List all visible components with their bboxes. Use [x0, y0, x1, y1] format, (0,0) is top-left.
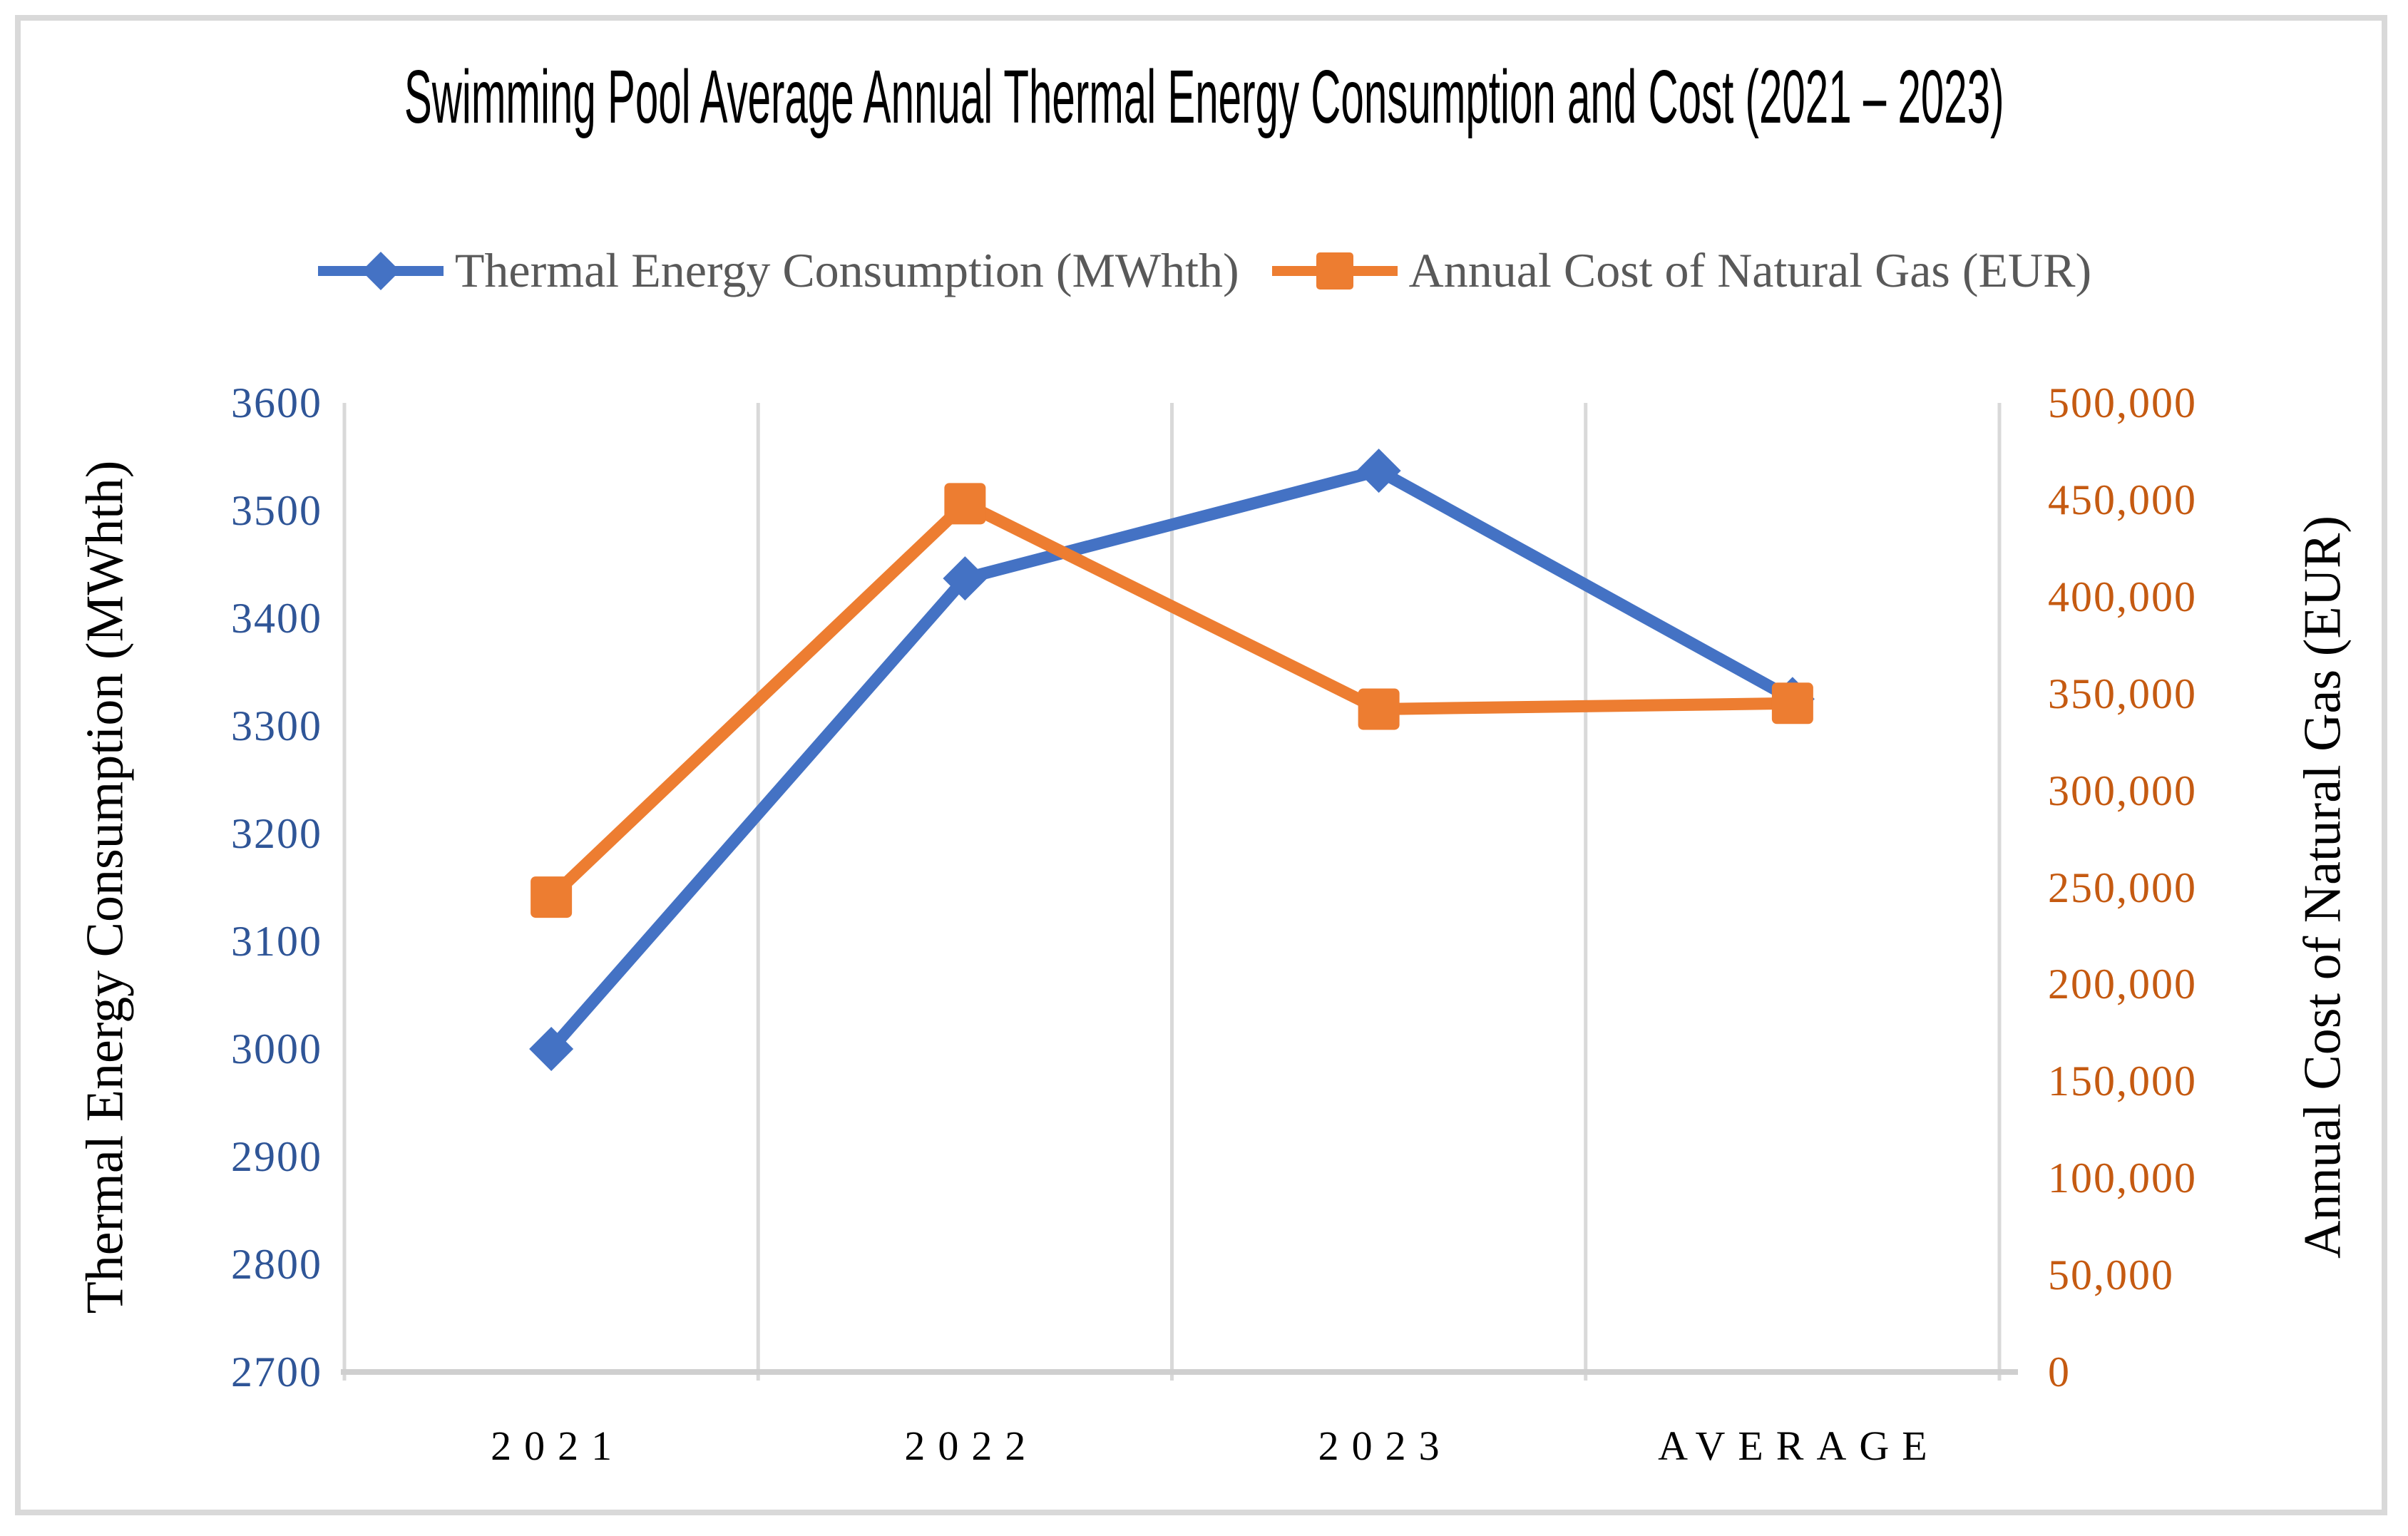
right-axis-tick: 300,000 — [2048, 767, 2197, 814]
legend-label-thermal: Thermal Energy Consumption (MWhth) — [454, 243, 1239, 297]
right-axis-tick: 50,000 — [2048, 1251, 2174, 1299]
data-point-square — [1358, 688, 1400, 730]
x-axis-label-2022: 2022 — [904, 1423, 1039, 1469]
left-axis-tick: 3100 — [231, 918, 322, 965]
right-axis-tick: 200,000 — [2048, 961, 2197, 1008]
legend-square-marker-icon — [1271, 252, 1398, 290]
data-point-diamond — [1356, 449, 1401, 493]
legend-label-cost: Annual Cost of Natural Gas (EUR) — [1408, 243, 2092, 297]
x-axis-label-2023: 2023 — [1318, 1423, 1453, 1469]
right-axis-tick: 100,000 — [2048, 1154, 2197, 1202]
legend: Thermal Energy Consumption (MWhth) Annua… — [0, 242, 2408, 299]
data-point-diamond — [529, 1027, 574, 1071]
right-axis-tick: 350,000 — [2048, 670, 2197, 717]
left-axis-tick: 3400 — [231, 595, 322, 642]
left-axis-tick: 2700 — [231, 1348, 322, 1396]
chart-title: Swimming Pool Average Annual Thermal Ene… — [404, 55, 2004, 139]
left-axis-tick: 3300 — [231, 702, 322, 749]
legend-square-glyph — [1316, 252, 1353, 290]
legend-entry-thermal: Thermal Energy Consumption (MWhth) — [317, 242, 1239, 299]
right-axis-tick: 150,000 — [2048, 1058, 2197, 1105]
legend-diamond-glyph — [361, 251, 400, 290]
data-point-square — [1771, 682, 1813, 725]
x-axis-label-average: AVERAGE — [1658, 1423, 1940, 1469]
right-axis-tick: 400,000 — [2048, 573, 2197, 620]
title-container: Swimming Pool Average Annual Thermal Ene… — [0, 54, 2408, 140]
data-point-square — [944, 483, 986, 525]
series-line-cost — [545, 497, 1799, 903]
left-axis-tick: 3000 — [231, 1025, 322, 1072]
left-axis-tick: 2800 — [231, 1241, 322, 1288]
left-axis-tick: 3200 — [231, 810, 322, 857]
data-point-diamond — [943, 556, 988, 601]
series-line-thermal — [545, 464, 1799, 1055]
x-axis-label-2021: 2021 — [491, 1423, 625, 1469]
right-axis-tick: 0 — [2048, 1348, 2071, 1396]
legend-diamond-marker-icon — [317, 251, 444, 290]
legend-entry-cost: Annual Cost of Natural Gas (EUR) — [1271, 242, 2091, 299]
right-axis-tick: 250,000 — [2048, 864, 2197, 911]
right-axis-tick: 500,000 — [2048, 379, 2197, 426]
left-axis-tick: 3600 — [231, 379, 322, 426]
right-axis-tick: 450,000 — [2048, 476, 2197, 523]
left-axis-tick: 3500 — [231, 487, 322, 534]
left-axis-tick: 2900 — [231, 1133, 322, 1180]
data-point-square — [531, 876, 573, 918]
